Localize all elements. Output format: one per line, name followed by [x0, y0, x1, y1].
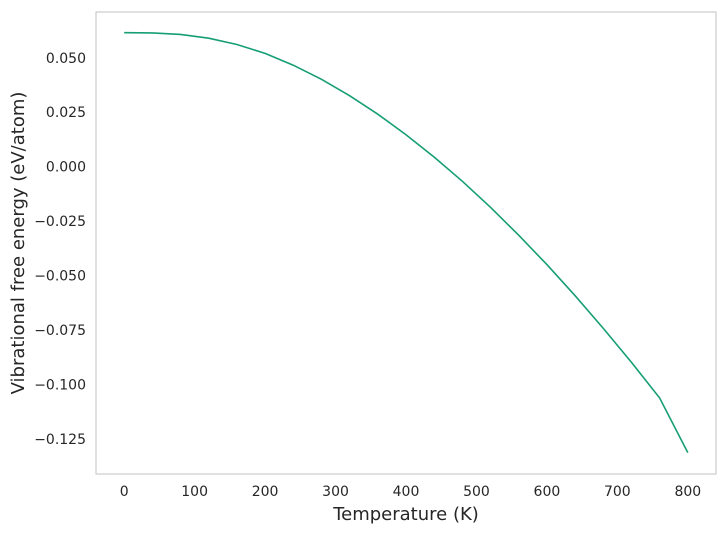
y-tick-label: 0.025 — [46, 105, 86, 121]
y-tick-label: −0.050 — [34, 269, 86, 285]
plot-area — [95, 11, 717, 475]
x-tick-label: 400 — [393, 484, 420, 500]
x-tick-label: 200 — [252, 484, 279, 500]
y-tick-label: −0.025 — [34, 214, 86, 230]
series-line — [124, 31, 689, 453]
x-tick-label: 800 — [674, 484, 701, 500]
x-tick-labels: 0 100 200 300 400 500 600 700 800 — [120, 484, 701, 500]
x-tick-label: 300 — [322, 484, 349, 500]
x-tick-label: 700 — [604, 484, 631, 500]
y-tick-label: 0.000 — [46, 160, 86, 176]
x-tick-label: 0 — [120, 484, 129, 500]
x-tick-label: 500 — [463, 484, 490, 500]
x-tick-label: 600 — [534, 484, 561, 500]
y-tick-label: −0.100 — [34, 378, 86, 394]
y-tick-label: −0.125 — [34, 432, 86, 448]
y-tick-label: 0.050 — [46, 51, 86, 67]
x-tick-label: 100 — [181, 484, 208, 500]
y-axis-label: Vibrational free energy (eV/atom) — [8, 92, 29, 395]
x-axis-label: Temperature (K) — [332, 504, 479, 525]
y-tick-labels: 0.050 0.025 0.000 −0.025 −0.050 −0.075 −0.100 −… — [34, 51, 86, 448]
y-tick-label: −0.075 — [34, 323, 86, 339]
